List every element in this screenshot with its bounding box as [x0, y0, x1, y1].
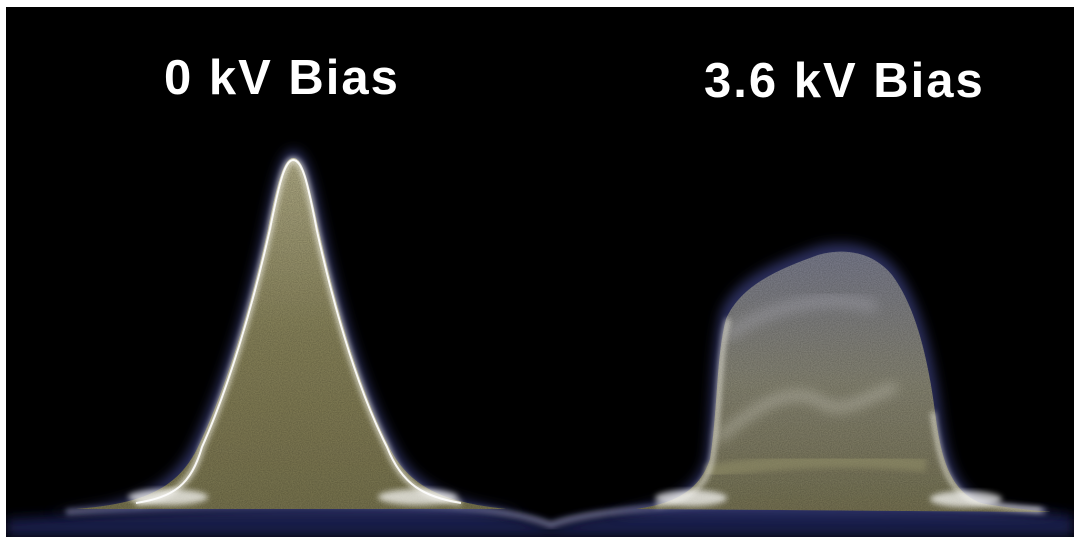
label-3-6kv-bias: 3.6 kV Bias [704, 54, 985, 108]
label-0kv-bias: 0 kV Bias [164, 51, 400, 105]
plume-right [606, 243, 1066, 516]
plume-left [46, 150, 526, 512]
plume-illustration [6, 150, 1074, 537]
plasma-plume-photo: 0 kV Bias 3.6 kV Bias [6, 7, 1074, 537]
